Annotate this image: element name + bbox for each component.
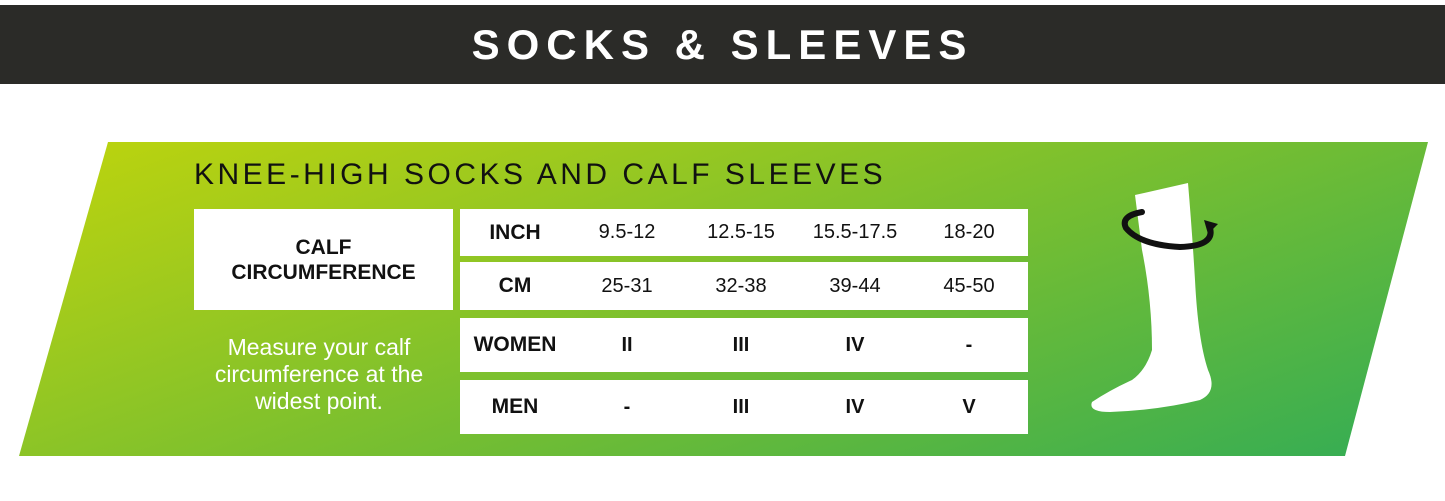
table-cell: V xyxy=(962,395,976,418)
table-cell: IV xyxy=(845,395,865,418)
table-cell: 25-31 xyxy=(601,274,653,297)
section-title: KNEE-HIGH SOCKS AND CALF SLEEVES xyxy=(194,158,887,191)
measure-note: Measure your calf circumference at the w… xyxy=(214,334,424,414)
table-cell: II xyxy=(621,333,633,356)
row-label: WOMEN xyxy=(473,333,557,356)
table-cell: 32-38 xyxy=(715,274,767,297)
table-row-women: WOMEN II III IV - xyxy=(460,318,1028,372)
table-cell: 12.5-15 xyxy=(707,221,775,243)
table-cell: IV xyxy=(845,333,865,356)
page-title: SOCKS & SLEEVES xyxy=(471,20,974,68)
table-cell: III xyxy=(732,395,750,418)
table-cell: III xyxy=(732,333,750,356)
calf-label-line2: CIRCUMFERENCE xyxy=(231,260,416,284)
sock-with-measure-arrow-icon xyxy=(1091,183,1218,412)
calf-label-line1: CALF xyxy=(295,235,352,259)
table-cell: 45-50 xyxy=(943,274,995,297)
table-cell: - xyxy=(965,333,973,356)
calf-circumference-label: CALF CIRCUMFERENCE xyxy=(194,209,453,310)
table-row-men: MEN - III IV V xyxy=(460,380,1028,434)
table-cell: 15.5-17.5 xyxy=(812,221,898,243)
table-cell: 18-20 xyxy=(943,221,995,243)
table-cell: - xyxy=(623,395,631,418)
header-bar: SOCKS & SLEEVES xyxy=(0,5,1445,84)
row-label: CM xyxy=(498,274,532,297)
row-label: INCH xyxy=(489,220,541,244)
table-row-inch: INCH 9.5-12 12.5-15 15.5-17.5 18-20 xyxy=(460,209,1028,256)
table-row-cm: CM 25-31 32-38 39-44 45-50 xyxy=(460,262,1028,310)
row-label: MEN xyxy=(491,395,539,418)
table-cell: 9.5-12 xyxy=(598,221,656,243)
table-cell: 39-44 xyxy=(829,274,881,297)
